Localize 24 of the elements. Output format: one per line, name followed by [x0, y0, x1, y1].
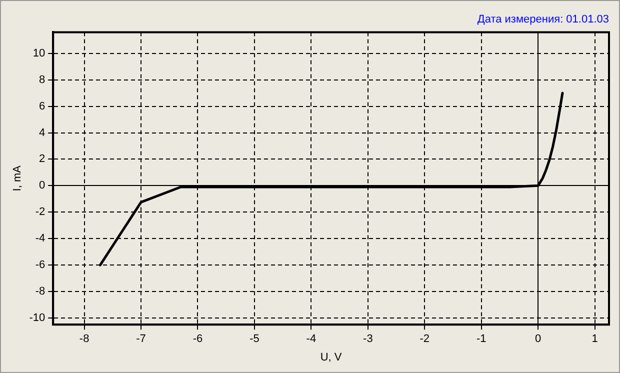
y-tick-label: 8 — [38, 74, 46, 86]
chart-title: Дата измерения: 01.01.03 — [477, 14, 609, 26]
x-tick-label: 1 — [592, 333, 598, 346]
x-tick-label: -5 — [250, 333, 260, 346]
y-tick-label: 10 — [32, 47, 46, 60]
x-tick-label: -4 — [306, 333, 316, 346]
x-tick-label: -1 — [476, 333, 486, 346]
x-tick-label: -8 — [79, 333, 90, 346]
x-axis-title: U, V — [320, 351, 342, 364]
y-tick-label: 6 — [38, 100, 46, 112]
x-tick-label: -6 — [192, 333, 203, 346]
y-tick-label: 2 — [38, 153, 46, 166]
y-tick-label: -6 — [35, 259, 46, 272]
x-tick-label: -7 — [136, 333, 146, 346]
x-tick-label: -3 — [363, 333, 373, 346]
y-tick-label: 4 — [38, 126, 46, 139]
y-tick-label: -8 — [35, 286, 46, 298]
y-axis-title: I, mA — [12, 164, 24, 192]
x-tick-label: 0 — [535, 333, 542, 346]
y-tick-label: -10 — [29, 312, 46, 324]
y-tick-label: 0 — [38, 180, 46, 192]
y-tick-label: -4 — [35, 232, 46, 245]
y-tick-label: -2 — [35, 206, 46, 218]
x-tick-label: -2 — [420, 333, 430, 346]
